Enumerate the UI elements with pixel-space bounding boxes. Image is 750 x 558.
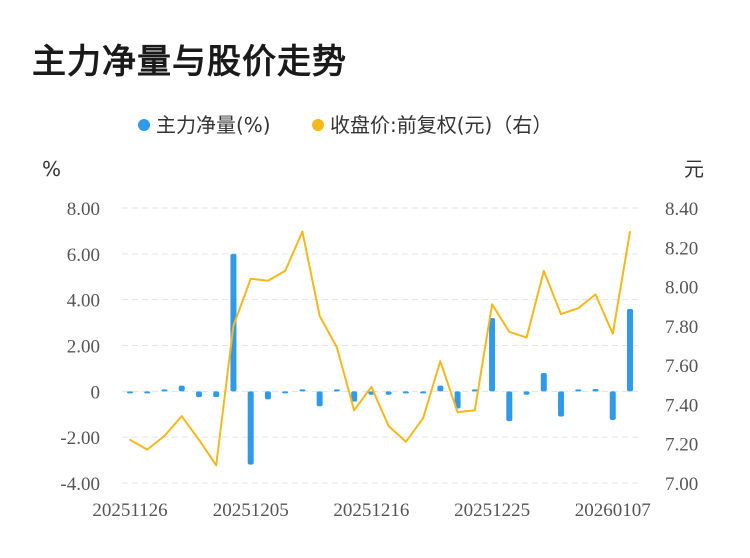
bar [489, 318, 496, 392]
bar [523, 391, 530, 395]
bar [230, 253, 237, 392]
bar [264, 391, 271, 400]
left-tick-label: 0 [91, 382, 101, 403]
line-point [422, 417, 424, 419]
bar [627, 308, 633, 392]
bar [213, 391, 220, 398]
line-point [629, 230, 631, 233]
left-tick-label: -4.00 [60, 474, 100, 495]
x-tick-label: 20260107 [575, 500, 651, 521]
bar [333, 389, 340, 392]
bar [299, 389, 306, 392]
left-tick-label: 4.00 [67, 291, 100, 312]
line-point [525, 336, 528, 339]
left-axis: 8.00 6.00 4.00 2.00 0 -2.00 -4.00 [60, 199, 100, 495]
legend-label: 主力净量(%) [156, 113, 271, 137]
x-axis: 20251126 20251205 20251216 20251225 20260107 [92, 500, 650, 521]
price-line [129, 230, 631, 467]
right-tick-label: 7.20 [665, 435, 698, 456]
x-tick-label: 20251205 [213, 500, 289, 521]
right-tick-label: 7.60 [665, 356, 698, 377]
line-point [387, 425, 390, 427]
line-point [146, 448, 149, 451]
right-axis: 8.40 8.20 8.00 7.80 7.60 7.40 7.20 7.00 [665, 199, 698, 495]
line-point [370, 385, 373, 388]
bar [454, 391, 461, 409]
line-point [215, 464, 218, 467]
line-point [232, 325, 235, 327]
left-tick-label: 6.00 [67, 245, 100, 266]
chart-title: 主力净量与股价走势 [32, 42, 347, 82]
x-tick-label: 20251216 [333, 500, 409, 521]
left-tick-label: 8.00 [67, 199, 100, 220]
line-point [198, 438, 200, 441]
line-point [439, 360, 442, 363]
line-point [542, 270, 545, 272]
line-point [336, 346, 338, 349]
bar [471, 389, 478, 392]
bar [195, 391, 202, 398]
line-point [180, 415, 183, 418]
bar [127, 391, 133, 394]
bar [144, 391, 151, 394]
right-tick-label: 7.80 [665, 317, 698, 338]
right-tick-label: 8.40 [665, 199, 698, 220]
line-point [491, 303, 493, 306]
line-point [577, 307, 580, 309]
left-tick-label: 2.00 [67, 337, 100, 358]
x-tick-label: 20251225 [454, 500, 530, 521]
bar [506, 391, 513, 422]
line-point [474, 409, 476, 412]
line-point [611, 332, 614, 335]
line-point [405, 440, 407, 443]
bar [592, 389, 599, 392]
line-point [508, 330, 511, 333]
right-tick-label: 8.20 [665, 238, 698, 259]
bar [609, 391, 616, 420]
line-point [353, 409, 355, 412]
bar [316, 391, 323, 407]
legend[interactable]: 主力净量(%) 收盘价:前复权(元)（右） [138, 113, 552, 137]
line-point [267, 279, 269, 282]
bar [420, 391, 427, 394]
bar [161, 389, 168, 392]
bar [575, 389, 582, 392]
line-point [456, 411, 459, 414]
right-axis-unit: 元 [684, 157, 704, 181]
legend-marker-icon [312, 119, 324, 131]
line-point [249, 277, 252, 280]
right-tick-label: 7.00 [665, 474, 698, 495]
legend-label: 收盘价:前复权(元)（右） [330, 113, 552, 137]
line-series [129, 230, 631, 467]
line-point [163, 435, 166, 437]
bar [178, 385, 185, 392]
x-tick-label: 20251126 [92, 500, 167, 521]
bar [351, 391, 358, 402]
bar [558, 391, 565, 417]
bar [540, 373, 547, 392]
legend-item-0[interactable]: 主力净量(%) [138, 113, 271, 137]
bar [385, 391, 392, 395]
bar [247, 391, 254, 465]
left-axis-unit: % [42, 157, 61, 181]
legend-item-1[interactable]: 收盘价:前复权(元)（右） [312, 113, 552, 137]
legend-marker-icon [138, 119, 150, 131]
bar [402, 391, 409, 394]
line-point [301, 230, 304, 233]
line-point [284, 270, 286, 272]
bar [437, 385, 444, 392]
line-point [594, 293, 597, 296]
bar-series [127, 253, 633, 465]
left-tick-label: -2.00 [60, 428, 100, 449]
line-point [129, 438, 131, 441]
line-point [318, 315, 321, 317]
right-tick-label: 8.00 [665, 278, 698, 299]
gridlines [122, 207, 642, 484]
bar [282, 391, 289, 394]
line-point [560, 313, 562, 315]
right-tick-label: 7.40 [665, 395, 698, 416]
